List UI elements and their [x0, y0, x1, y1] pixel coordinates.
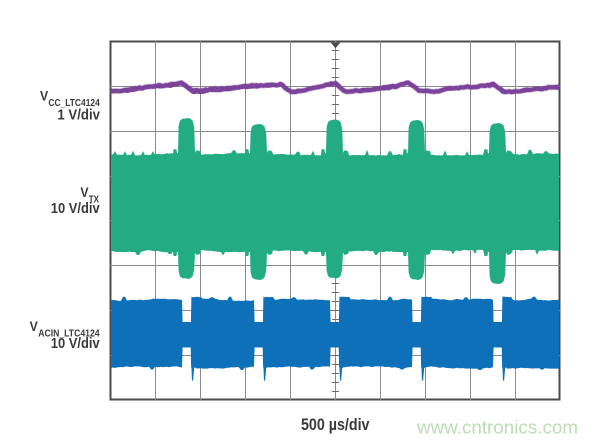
svg-text:1 V/div: 1 V/div — [57, 107, 100, 123]
svg-text:TX: TX — [89, 195, 99, 206]
svg-text:500 µs/div: 500 µs/div — [301, 416, 370, 434]
svg-text:10 V/div: 10 V/div — [51, 336, 100, 352]
svg-text:10 V/div: 10 V/div — [51, 201, 100, 217]
svg-text:V: V — [40, 88, 48, 103]
svg-text:ACIN_LTC4124: ACIN_LTC4124 — [38, 328, 100, 339]
svg-text:V: V — [80, 185, 88, 200]
svg-text:www.cntronics.com: www.cntronics.com — [416, 418, 578, 438]
svg-text:CC_LTC4124: CC_LTC4124 — [48, 98, 100, 109]
svg-text:V: V — [30, 319, 38, 334]
